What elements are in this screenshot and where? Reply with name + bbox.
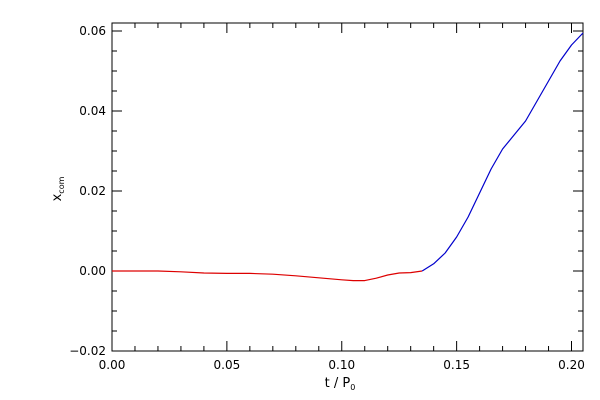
y-tick-label: 0.02 [79, 184, 106, 198]
y-tick-label: −0.02 [69, 344, 106, 358]
x-tick-label: 0.05 [214, 358, 241, 372]
series-line-1 [112, 270, 423, 282]
x-axis-label-subscript: 0 [350, 383, 355, 392]
y-axis-label: xcom [50, 176, 66, 201]
y-tick-label: 0.00 [79, 264, 106, 278]
x-axis-label-main: t / P [325, 376, 351, 391]
y-axis-label-subscript: com [57, 176, 66, 193]
x-tick-label: 0.15 [443, 358, 470, 372]
x-tick-label: 0.00 [99, 358, 126, 372]
series-line-2 [421, 32, 584, 272]
x-axis-label: t / P0 [325, 376, 356, 392]
x-tick-label: 0.10 [328, 358, 355, 372]
y-axis-label-main: x [50, 193, 65, 201]
series-layer [112, 32, 584, 282]
y-tick-label: 0.06 [79, 24, 106, 38]
plot-frame [111, 22, 584, 352]
ticks: 0.00 0.05 0.10 0.15 0.20−0.020.000.020.040.0… [69, 23, 585, 372]
y-tick-label: 0.04 [79, 104, 106, 118]
x-tick-label: 0.20 [558, 358, 585, 372]
